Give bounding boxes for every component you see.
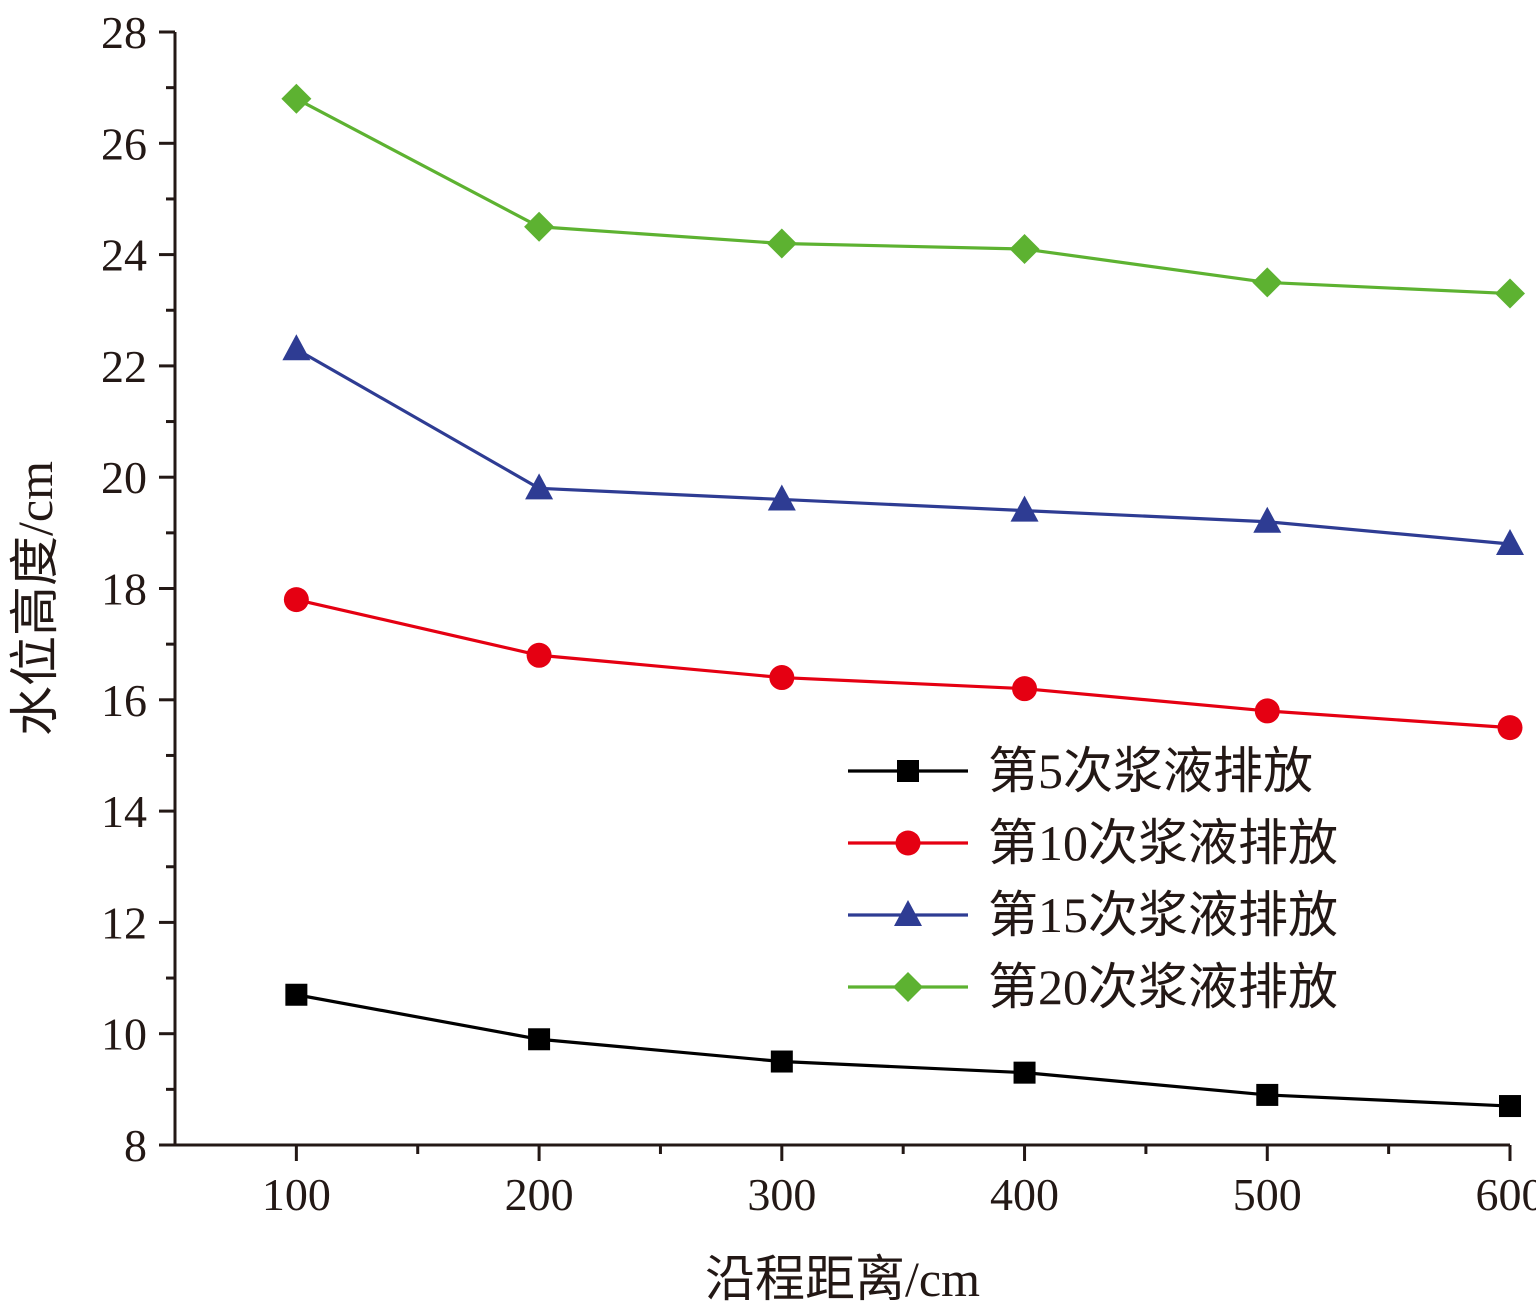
x-tick-label: 400 bbox=[990, 1169, 1059, 1220]
series-line bbox=[295, 97, 1511, 296]
y-tick-label: 24 bbox=[101, 230, 147, 281]
data-point bbox=[1013, 1061, 1036, 1084]
series-1 bbox=[285, 983, 1521, 1118]
legend-label: 第20次浆液排放 bbox=[988, 959, 1338, 1015]
legend-label: 第15次浆液排放 bbox=[988, 887, 1338, 943]
data-point bbox=[1256, 1083, 1279, 1106]
data-point bbox=[766, 228, 797, 259]
data-point bbox=[1253, 506, 1282, 533]
y-tick-label: 20 bbox=[101, 452, 147, 503]
data-point bbox=[770, 1050, 793, 1073]
y-tick-label: 10 bbox=[101, 1009, 147, 1060]
legend-marker bbox=[897, 760, 919, 782]
legend-marker bbox=[894, 900, 922, 926]
y-tick-label: 28 bbox=[101, 7, 147, 58]
x-tick-label: 200 bbox=[505, 1169, 574, 1220]
x-axis-title: 沿程距离/cm bbox=[705, 1251, 980, 1307]
series-line bbox=[296, 993, 1511, 1108]
y-tick-label: 14 bbox=[101, 786, 147, 837]
data-point bbox=[1499, 1095, 1521, 1118]
data-point bbox=[1497, 715, 1523, 741]
data-point bbox=[1252, 267, 1283, 298]
series-2 bbox=[283, 587, 1523, 741]
data-point bbox=[285, 983, 308, 1006]
series-4 bbox=[281, 83, 1525, 309]
data-point bbox=[526, 642, 552, 668]
legend-entry: 第10次浆液排放 bbox=[848, 815, 1338, 871]
y-tick-label: 18 bbox=[101, 564, 147, 615]
data-point bbox=[282, 334, 311, 361]
series-layer bbox=[281, 83, 1525, 1118]
y-tick-label: 8 bbox=[124, 1120, 147, 1171]
data-point bbox=[281, 83, 312, 114]
legend-marker bbox=[893, 972, 923, 1002]
legend-entry: 第15次浆液排放 bbox=[848, 887, 1338, 943]
axes: 8 10 12 14 16 18 20 22 24 26 28 100 200 300 400 500 600 bbox=[101, 7, 1536, 1220]
data-point bbox=[525, 473, 554, 500]
data-point bbox=[767, 484, 796, 511]
data-point bbox=[524, 211, 555, 242]
data-point bbox=[528, 1028, 551, 1051]
legend-marker bbox=[895, 830, 921, 856]
data-point bbox=[769, 665, 795, 691]
legend-entry: 第20次浆液排放 bbox=[848, 959, 1338, 1015]
data-point bbox=[283, 587, 309, 613]
legend-entry: 第5次浆液排放 bbox=[848, 743, 1313, 799]
series-3 bbox=[282, 334, 1524, 555]
y-axis-title: 水位高度/cm bbox=[7, 461, 63, 736]
data-point bbox=[1495, 278, 1525, 309]
y-tick-label: 16 bbox=[101, 675, 147, 726]
legend-label: 第5次浆液排放 bbox=[988, 743, 1313, 799]
y-tick-label: 22 bbox=[101, 341, 147, 392]
series-line bbox=[296, 598, 1511, 730]
y-tick-label: 12 bbox=[101, 897, 147, 948]
data-point bbox=[1010, 495, 1039, 522]
y-tick-label: 26 bbox=[101, 118, 147, 169]
x-tick-label: 300 bbox=[747, 1169, 816, 1220]
series-line bbox=[295, 347, 1511, 546]
data-point bbox=[1009, 234, 1040, 265]
x-tick-label: 100 bbox=[262, 1169, 331, 1220]
x-tick-label: 500 bbox=[1233, 1169, 1302, 1220]
data-point bbox=[1496, 528, 1524, 555]
legend-label: 第10次浆液排放 bbox=[988, 815, 1338, 871]
data-point bbox=[1012, 676, 1038, 702]
x-tick-label: 600 bbox=[1476, 1169, 1536, 1220]
data-point bbox=[1254, 698, 1280, 724]
